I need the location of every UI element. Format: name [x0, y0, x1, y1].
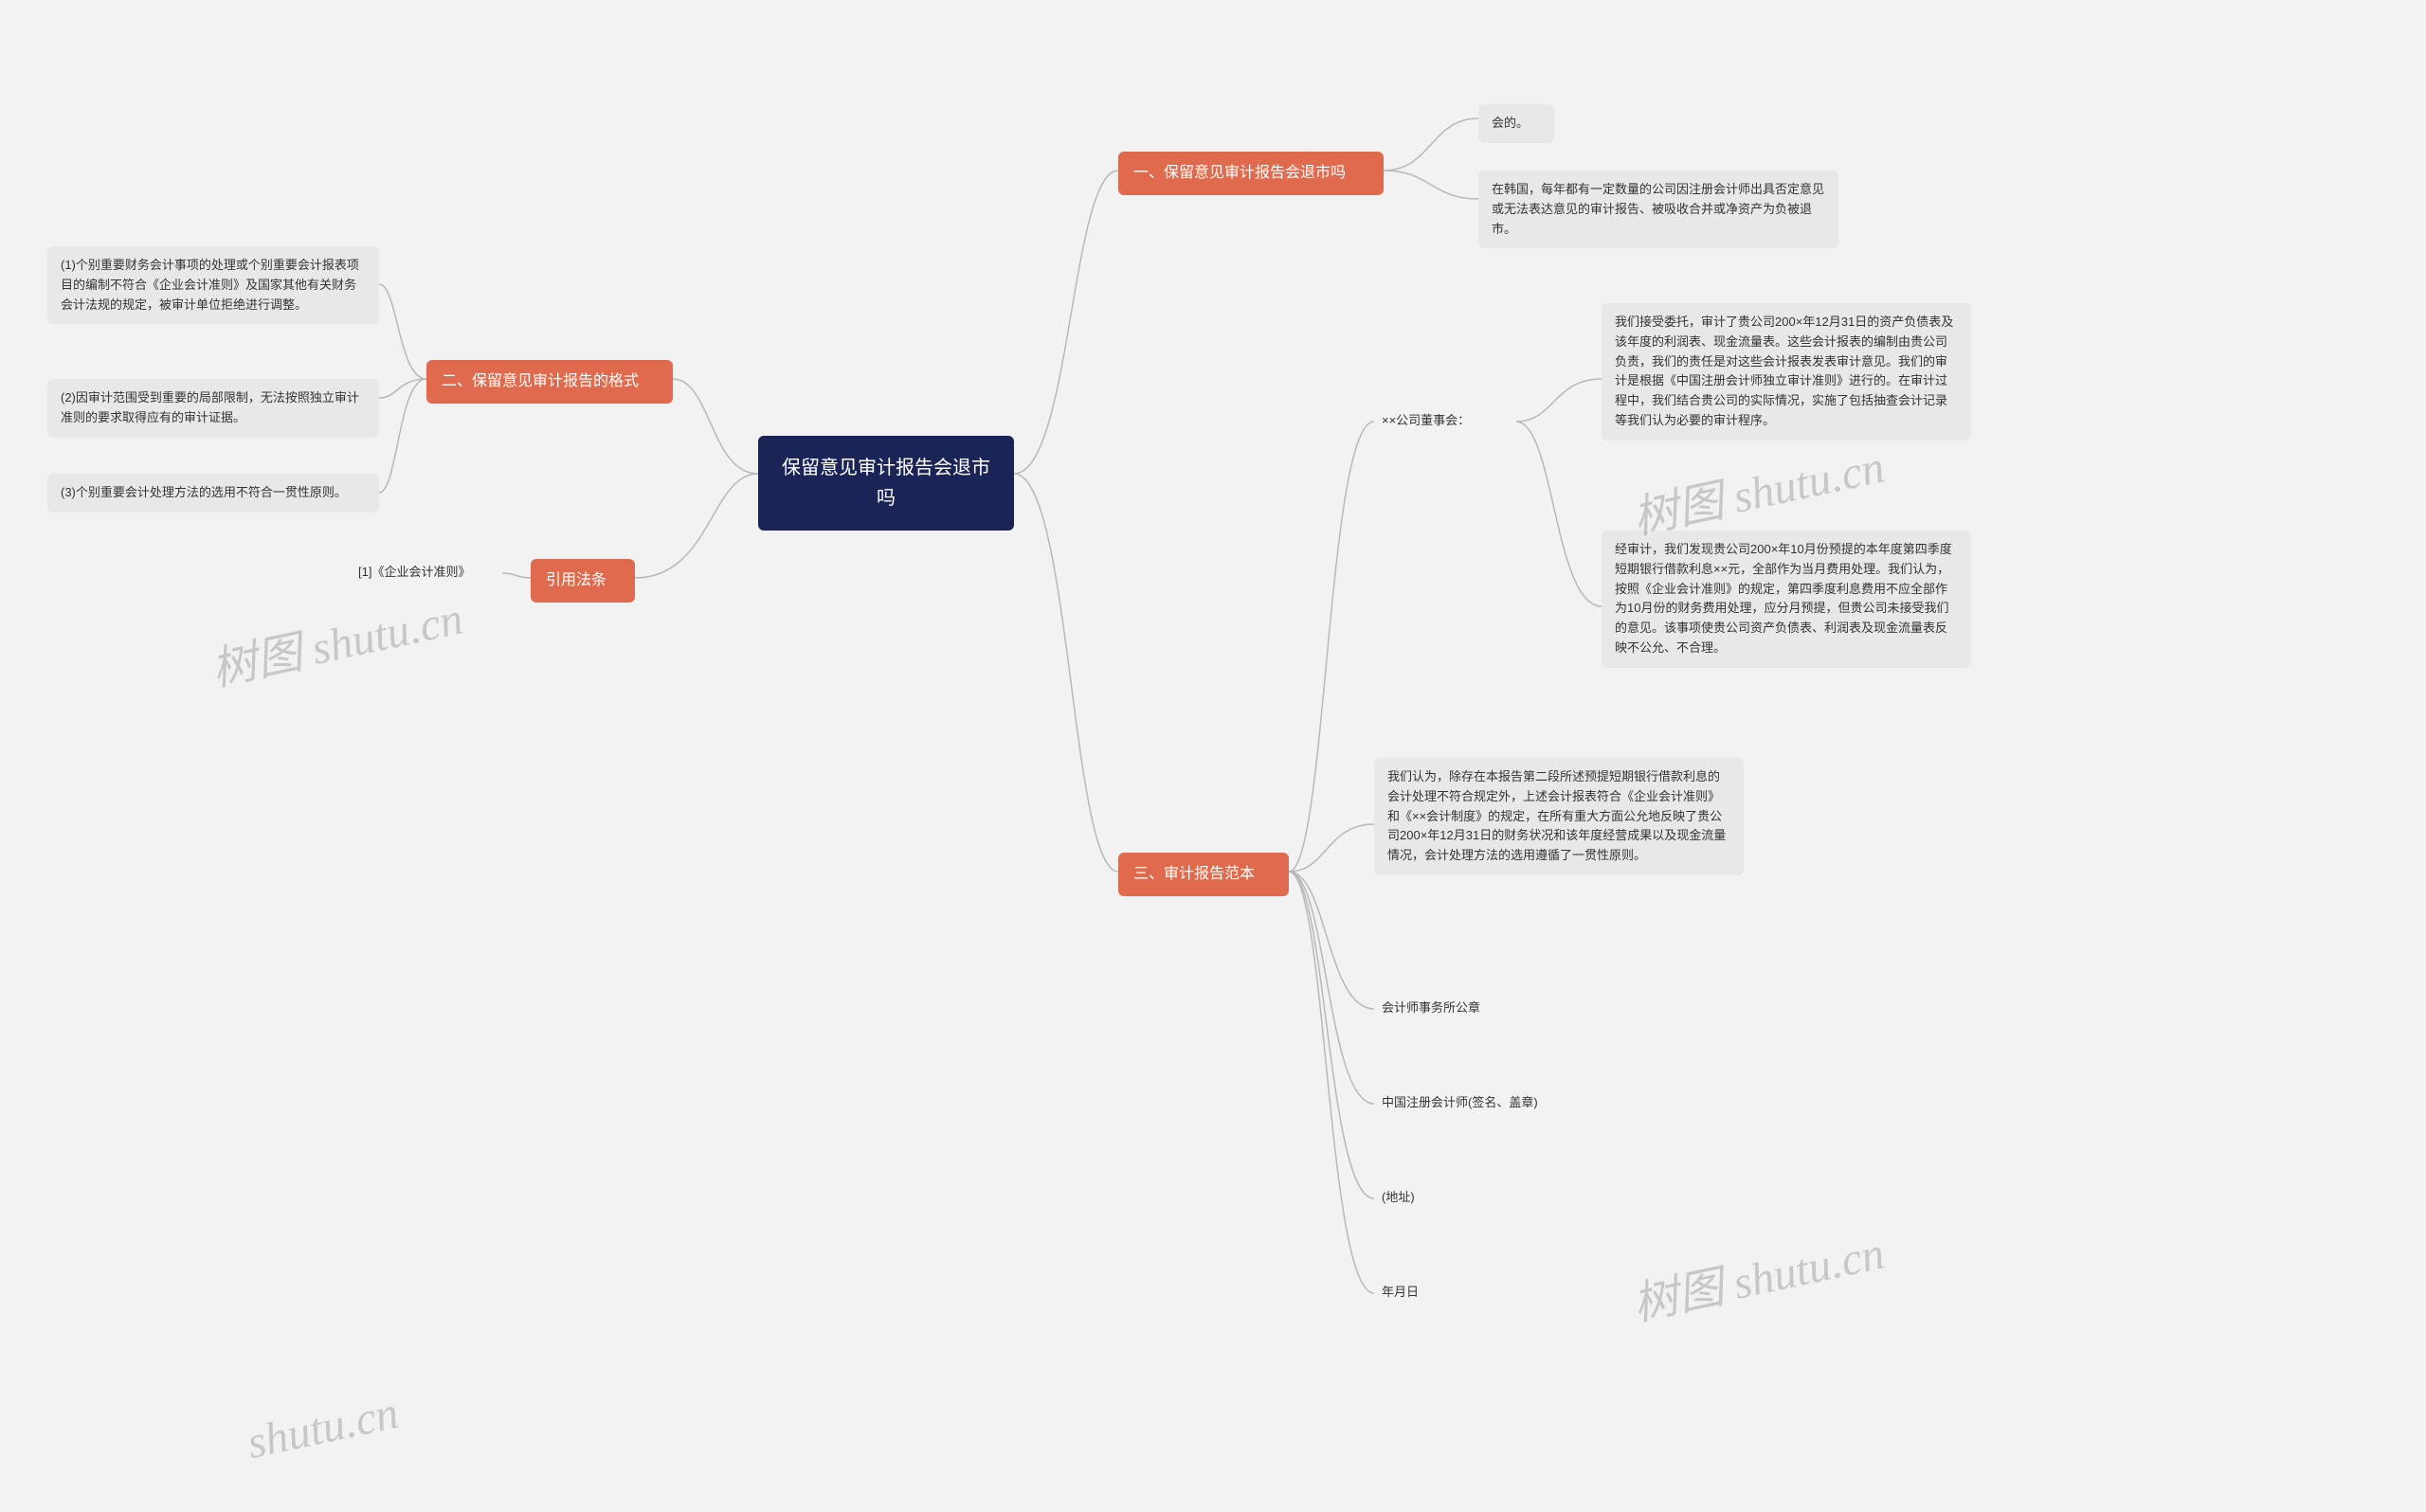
leaf-text: (地址): [1382, 1190, 1415, 1204]
leaf-node: 会计师事务所公章: [1374, 995, 1526, 1022]
branch-b3: 三、审计报告范本: [1118, 853, 1289, 896]
leaf-text: 会的。: [1492, 116, 1529, 130]
branch-label: 三、审计报告范本: [1133, 866, 1255, 882]
leaf-node: 在韩国，每年都有一定数量的公司因注册会计师出具否定意见或无法表达意见的审计报告、…: [1478, 171, 1838, 248]
branch-b1: 一、保留意见审计报告会退市吗: [1118, 152, 1384, 195]
leaf-child-text: 我们接受委托，审计了贵公司200×年12月31日的资产负债表及该年度的利润表、现…: [1615, 315, 1953, 427]
leaf-node: 年月日: [1374, 1279, 1450, 1306]
leaf-text: (3)个别重要会计处理方法的选用不符合一贯性原则。: [61, 485, 347, 499]
leaf-text: (2)因审计范围受到重要的局部限制，无法按照独立审计准则的要求取得应有的审计证据…: [61, 390, 359, 424]
branch-label: 一、保留意见审计报告会退市吗: [1133, 165, 1346, 181]
watermark-text: 树图 shutu.cn: [1629, 441, 1889, 544]
leaf-node: (3)个别重要会计处理方法的选用不符合一贯性原则。: [47, 474, 379, 513]
leaf-node: (1)个别重要财务会计事项的处理或个别重要会计报表项目的编制不符合《企业会计准则…: [47, 246, 379, 324]
branch-b2: 二、保留意见审计报告的格式: [426, 360, 673, 404]
watermark: 树图 shutu.cn: [1626, 1215, 1890, 1333]
watermark: shutu.cn: [243, 1387, 403, 1469]
branch-label: 二、保留意见审计报告的格式: [442, 373, 639, 389]
leaf-child-text: 经审计，我们发现贵公司200×年10月份预提的本年度第四季度短期银行借款利息××…: [1615, 542, 1952, 655]
mindmap-root: 保留意见审计报告会退市吗: [758, 436, 1014, 531]
leaf-text: (1)个别重要财务会计事项的处理或个别重要会计报表项目的编制不符合《企业会计准则…: [61, 258, 359, 312]
leaf-text: 中国注册会计师(签名、盖章): [1382, 1095, 1538, 1109]
mindmap-connectors: [0, 0, 2426, 1512]
watermark: 树图 shutu.cn: [1626, 429, 1890, 547]
leaf-node: (2)因审计范围受到重要的局部限制，无法按照独立审计准则的要求取得应有的审计证据…: [47, 379, 379, 438]
leaf-text: 我们认为，除存在本报告第二段所述预提短期银行借款利息的会计处理不符合规定外，上述…: [1387, 769, 1726, 862]
leaf-node: 会的。: [1478, 104, 1554, 143]
leaf-text: ××公司董事会：: [1382, 413, 1470, 427]
leaf-text: [1]《企业会计准则》: [358, 565, 470, 579]
branch-label: 引用法条: [546, 572, 606, 588]
watermark: 树图 shutu.cn: [205, 581, 468, 698]
leaf-node: [1]《企业会计准则》: [351, 559, 502, 586]
leaf-text: 在韩国，每年都有一定数量的公司因注册会计师出具否定意见或无法表达意见的审计报告、…: [1492, 182, 1824, 236]
leaf-child-node: 经审计，我们发现贵公司200×年10月份预提的本年度第四季度短期银行借款利息××…: [1602, 531, 1971, 668]
leaf-child-node: 我们接受委托，审计了贵公司200×年12月31日的资产负债表及该年度的利润表、现…: [1602, 303, 1971, 441]
leaf-node: 中国注册会计师(签名、盖章): [1374, 1089, 1583, 1117]
root-text: 保留意见审计报告会退市吗: [782, 458, 990, 509]
leaf-node: 我们认为，除存在本报告第二段所述预提短期银行借款利息的会计处理不符合规定外，上述…: [1374, 758, 1744, 875]
leaf-node: (地址): [1374, 1184, 1450, 1212]
leaf-text: 年月日: [1382, 1285, 1419, 1299]
leaf-node: ××公司董事会：: [1374, 407, 1516, 435]
watermark-text: shutu.cn: [243, 1388, 403, 1468]
branch-b4: 引用法条: [531, 559, 635, 603]
leaf-text: 会计师事务所公章: [1382, 1000, 1480, 1015]
watermark-text: 树图 shutu.cn: [208, 593, 467, 695]
watermark-text: 树图 shutu.cn: [1629, 1228, 1889, 1330]
